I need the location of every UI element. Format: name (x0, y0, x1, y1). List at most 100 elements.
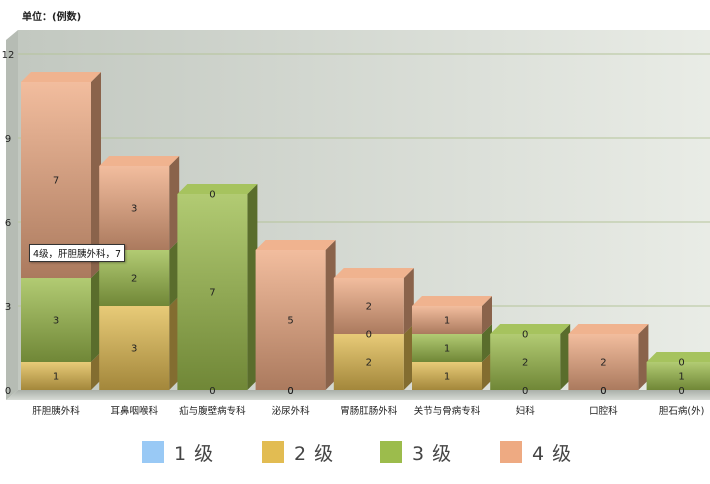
bar-stack: 005 (255, 240, 336, 397)
legend-label: 2 级 (294, 442, 335, 465)
bar-segment[interactable] (412, 334, 482, 362)
bar-segment[interactable] (255, 250, 326, 390)
category-labels: 肝胆胰外科 耳鼻咽喉科 疝与腹壁病专科 泌尿外科 胃肠肛肠外科 关节与骨病专科 妇科 口腔科 胆… (32, 405, 704, 417)
value-label: 3 (53, 316, 59, 327)
legend-item[interactable]: 1 级 (142, 440, 215, 465)
bar-side (91, 352, 101, 390)
bar-side (169, 240, 180, 306)
legend-swatch (500, 441, 522, 463)
legend-label: 3 级 (412, 442, 453, 465)
y-axis-ticks: 0 3 6 9 12 (2, 50, 15, 397)
value-label: 1 (444, 344, 450, 355)
category-label: 肝胆胰外科 (32, 405, 80, 417)
value-label: 2 (131, 274, 137, 285)
value-label: 0 (522, 330, 528, 341)
y-tick-label: 9 (5, 134, 11, 145)
legend-label: 4 级 (532, 442, 573, 465)
legend-swatch (142, 441, 164, 463)
value-label: 1 (678, 372, 684, 383)
legend-item[interactable]: 4 级 (500, 440, 573, 465)
value-label: 0 (678, 386, 684, 397)
unit-label: 单位：(例数) (22, 12, 82, 23)
bar-side (91, 72, 101, 278)
bar-segment[interactable] (21, 362, 91, 390)
bar-segment[interactable] (490, 334, 561, 390)
bar-stack: 002 (568, 324, 649, 397)
plot-left-wall (6, 30, 18, 400)
bar-top (333, 268, 414, 278)
bar-stack: 0 2 0 (490, 324, 571, 397)
bar-stack: 2 0 2 (333, 268, 414, 390)
bar-segment[interactable] (568, 334, 639, 390)
bar-side (482, 352, 492, 390)
bar-side (403, 268, 414, 334)
value-label: 5 (287, 316, 293, 327)
bar-segment[interactable] (177, 194, 248, 390)
bar-segment[interactable] (99, 166, 170, 250)
bar-stack: 1 1 1 (412, 296, 492, 390)
value-label: 7 (53, 176, 59, 187)
value-label: 3 (131, 204, 137, 215)
value-label: 1 (444, 372, 450, 383)
value-label: 0 (209, 190, 215, 201)
bar-segment[interactable] (333, 334, 404, 390)
bar-stack: 0 1 0 (646, 352, 710, 397)
bar-segment[interactable] (412, 306, 482, 334)
plot-floor (6, 390, 710, 400)
value-label: 2 (522, 358, 528, 369)
category-label: 疝与腹壁病专科 (179, 405, 246, 417)
bar-stack: 3 2 3 (99, 156, 180, 390)
bar-segment[interactable] (21, 278, 91, 362)
value-label: 0 (209, 386, 215, 397)
value-label: 3 (131, 344, 137, 355)
legend: 1 级 2 级 3 级 4 级 (0, 436, 710, 470)
bar-stack: 1 3 7 (21, 72, 101, 390)
legend-item[interactable]: 2 级 (262, 440, 335, 465)
legend-label: 1 级 (174, 442, 215, 465)
category-label: 妇科 (516, 405, 536, 417)
bar-side (91, 268, 101, 362)
value-label: 0 (600, 386, 606, 397)
bar-segment[interactable] (99, 306, 170, 390)
bar-side (638, 324, 649, 390)
bar-side (169, 296, 180, 390)
y-tick-label: 3 (5, 302, 11, 313)
value-label: 2 (366, 358, 372, 369)
bar-top (646, 352, 710, 362)
bar-segment[interactable] (646, 362, 710, 390)
bar-side (169, 156, 180, 250)
legend-item[interactable]: 3 级 (380, 440, 453, 465)
bar-side (403, 324, 414, 390)
bar-top (412, 296, 492, 306)
value-label: 0 (600, 386, 606, 397)
bar-segment[interactable] (333, 278, 404, 334)
value-label: 1 (444, 316, 450, 327)
value-label: 0 (678, 358, 684, 369)
value-label: 2 (366, 302, 372, 313)
bar-side (325, 240, 336, 390)
y-tick-label: 0 (5, 386, 11, 397)
category-label: 耳鼻咽喉科 (110, 405, 158, 417)
bar-side (482, 324, 492, 362)
value-label: 0 (522, 386, 528, 397)
value-label: 2 (600, 358, 606, 369)
y-tick-label: 12 (2, 50, 15, 61)
bar-top (568, 324, 649, 334)
bar-top (99, 156, 180, 166)
category-label: 泌尿外科 (272, 405, 311, 417)
bar-top (21, 72, 101, 82)
value-label: 0 (287, 386, 293, 397)
category-label: 关节与骨病专科 (414, 405, 481, 417)
bar-stack: 0 7 0 (177, 184, 258, 397)
bar-side (482, 296, 492, 334)
bar-segment[interactable] (412, 362, 482, 390)
category-label: 口腔科 (589, 405, 618, 417)
legend-swatch (262, 441, 284, 463)
value-label: 1 (53, 372, 59, 383)
bar-top (255, 240, 336, 250)
value-label: 0 (366, 330, 372, 341)
bar-side (560, 324, 571, 390)
category-label: 胆石病(外) (659, 405, 704, 417)
bar-top (177, 184, 258, 194)
